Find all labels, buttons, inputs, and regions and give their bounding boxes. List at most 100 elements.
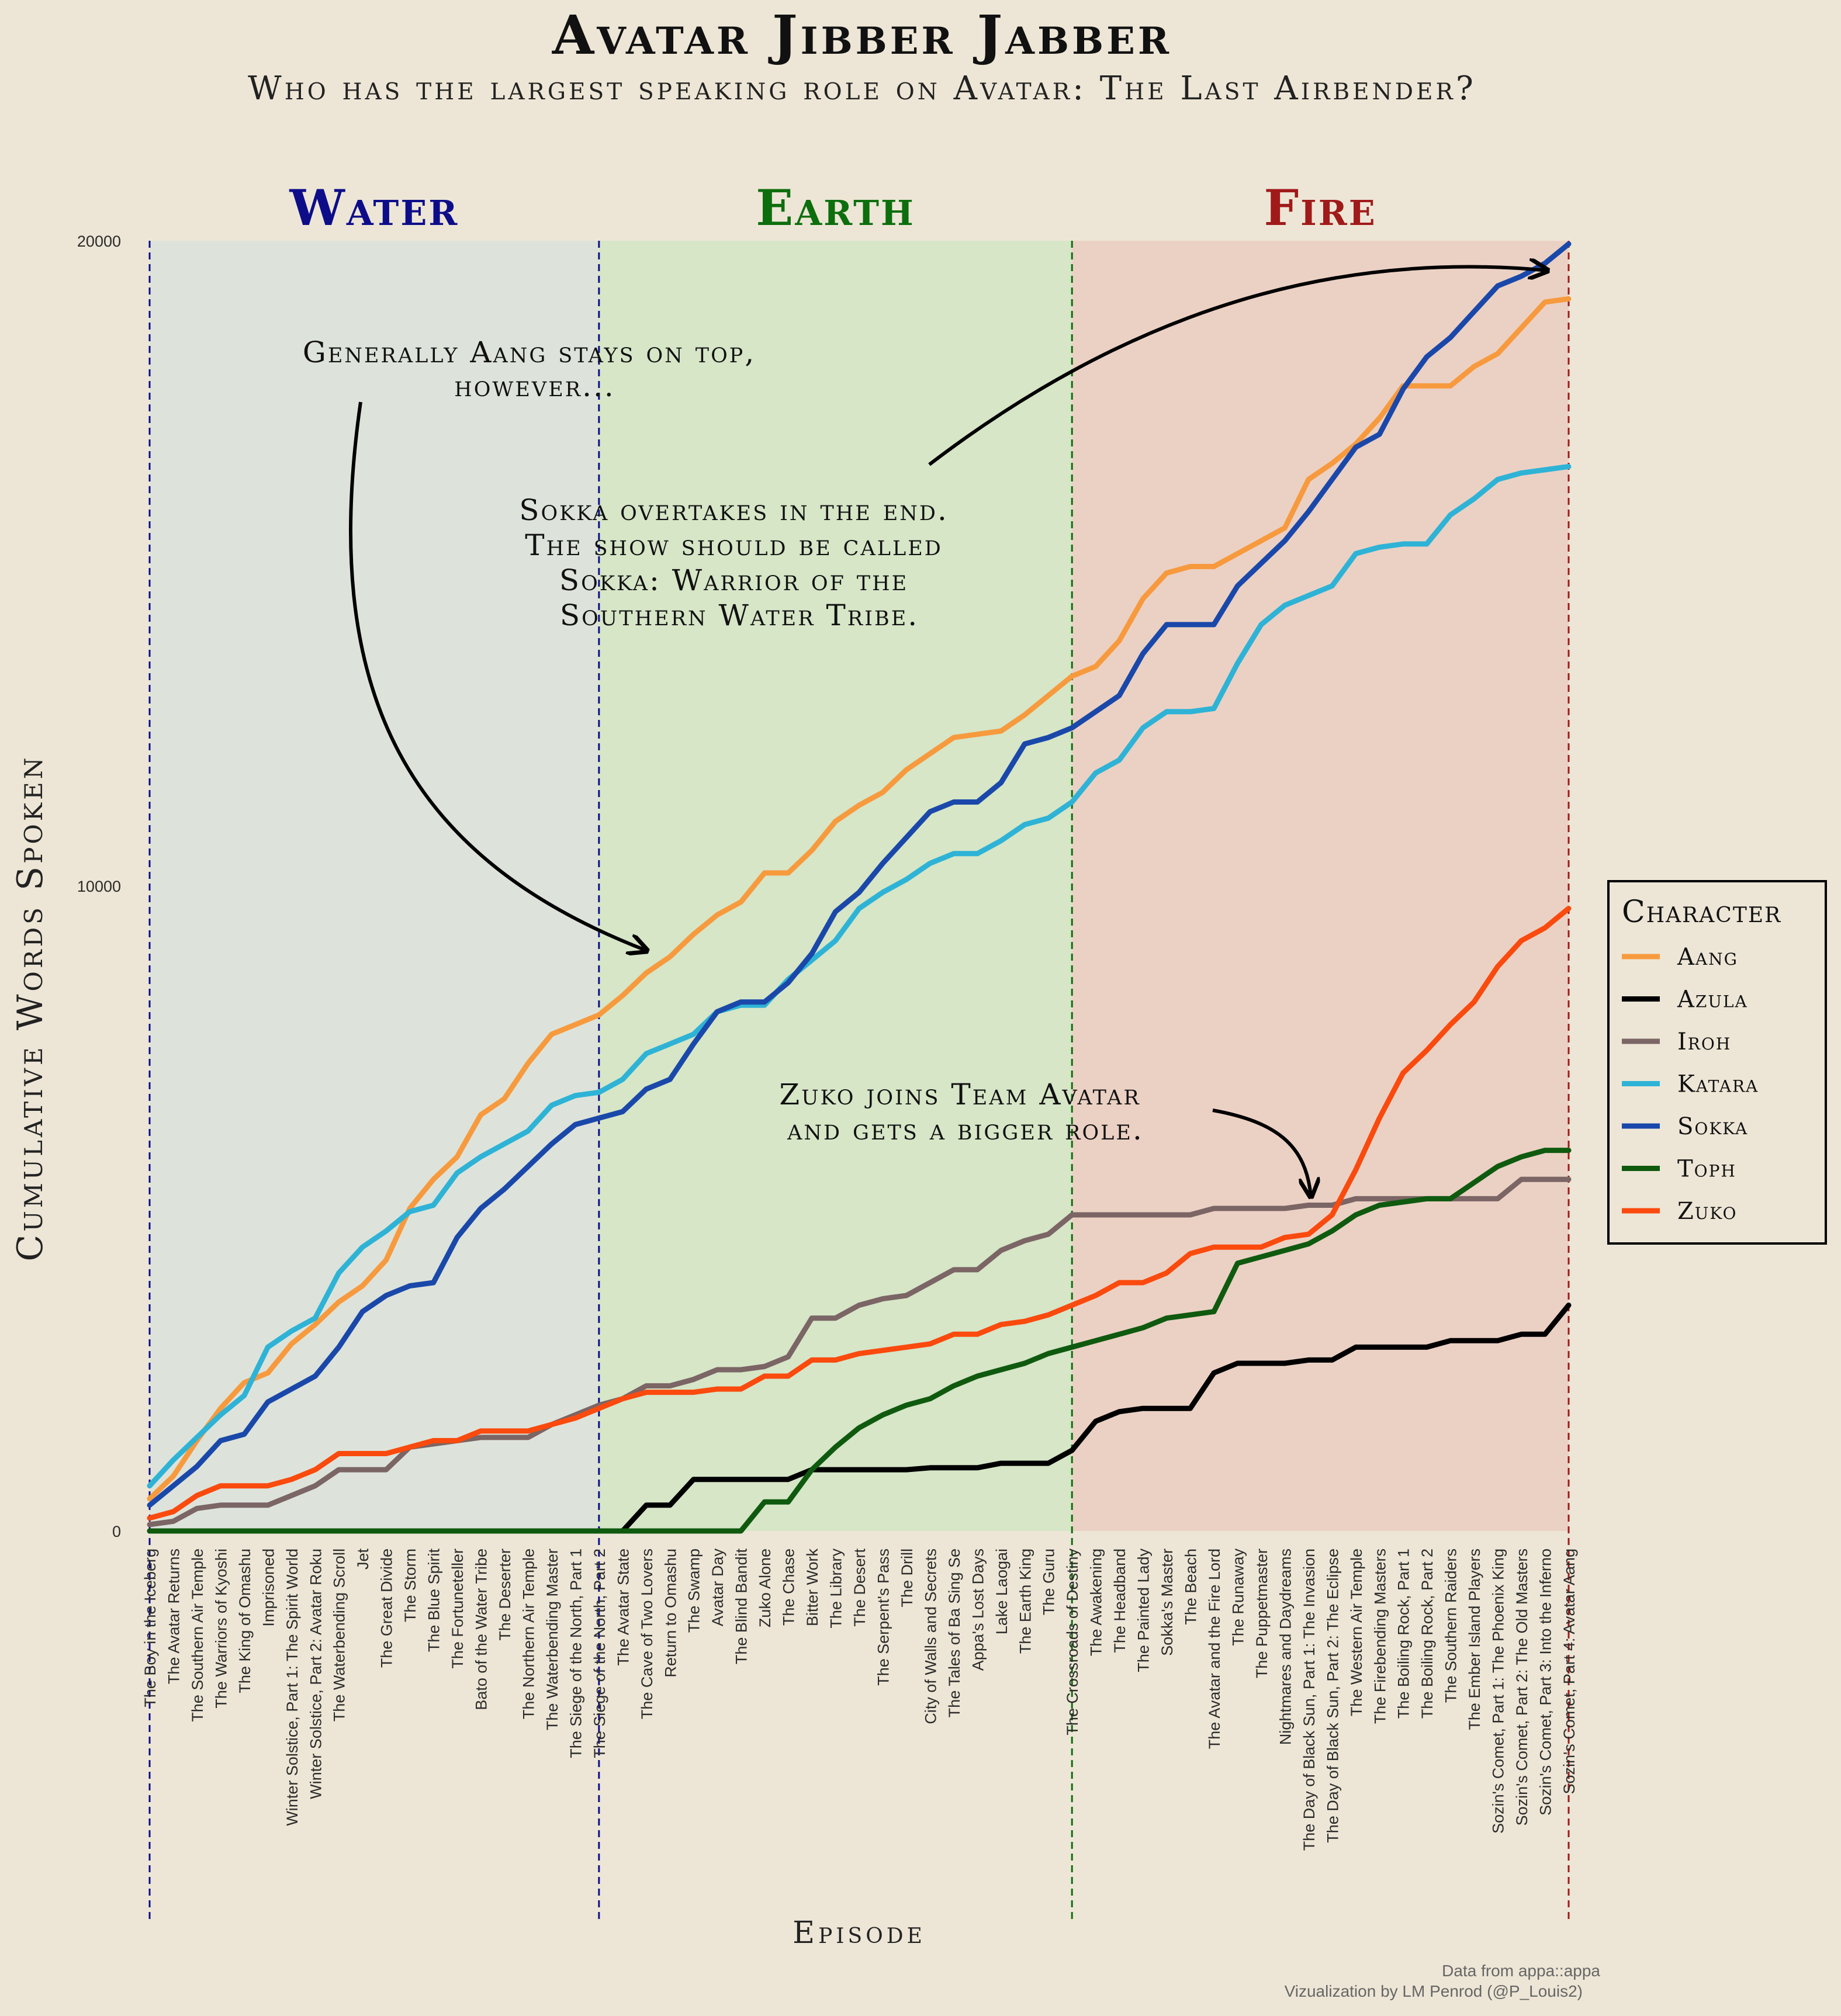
- x-tick-label: The Storm: [402, 1549, 419, 1622]
- y-axis-label: Cumulative Words Spoken: [10, 754, 51, 1261]
- x-tick-label: Sozin's Comet, Part 1: The Phoenix King: [1490, 1549, 1507, 1834]
- legend-label-iroh: Iroh: [1677, 1028, 1731, 1055]
- x-tick-label: The Blind Bandit: [733, 1549, 750, 1665]
- x-tick-label: The Deserter: [496, 1549, 514, 1641]
- legend-box: [1607, 880, 1827, 1245]
- x-tick-label: Sokka's Master: [1158, 1549, 1176, 1656]
- series-line-iroh: [147, 1176, 1572, 1527]
- x-tick-label: The Swamp: [686, 1549, 703, 1633]
- annotation-sokka-line-4: Southern Water Tribe.: [560, 598, 919, 632]
- series-line-katara: [147, 463, 1572, 1489]
- legend-title: Character: [1622, 895, 1781, 930]
- x-tick-label: The Avatar Returns: [165, 1549, 182, 1684]
- x-tick-label: The Chase: [780, 1549, 798, 1626]
- x-tick-label: The Headband: [1111, 1549, 1129, 1653]
- x-tick-label: The Runaway: [1229, 1549, 1247, 1646]
- annotation-zuko-line-1: Zuko joins Team Avatar: [779, 1078, 1140, 1111]
- x-tick-label: The Siege of the North, Part 2: [591, 1549, 608, 1758]
- x-axis: The Boy in the Iceberg The Avatar Returns…: [141, 1549, 1578, 1851]
- x-tick-label: Sozin's Comet, Part 4: Avatar Aang: [1560, 1549, 1578, 1794]
- x-tick-label: The Guru: [1040, 1549, 1058, 1615]
- chart-title: Avatar Jibber Jabber: [552, 4, 1172, 67]
- x-axis-label: Episode: [793, 1915, 926, 1951]
- x-tick-label: The Blue Spirit: [425, 1549, 443, 1653]
- x-tick-label: Nightmares and Daydreams: [1276, 1549, 1294, 1745]
- caption-data-source: Data from appa::appa: [1442, 1962, 1600, 1980]
- season-band-water: [150, 241, 599, 1531]
- x-tick-label: The Warriors of Kyoshi: [212, 1549, 230, 1709]
- x-tick-label: Bitter Work: [804, 1549, 821, 1627]
- series-line-aang: [147, 296, 1572, 1502]
- x-tick-label: The Drill: [898, 1549, 916, 1608]
- legend-label-aang: Aang: [1677, 944, 1738, 971]
- x-tick-label: Winter Solstice, Part 1: The Spirit Worl…: [283, 1549, 301, 1826]
- x-tick-label: The Western Air Temple: [1348, 1549, 1365, 1716]
- legend-label-azula: Azula: [1677, 986, 1748, 1013]
- x-tick-label: Imprisoned: [259, 1549, 277, 1627]
- annotation-aang-line-1: Generally Aang stays on top,: [303, 335, 756, 369]
- annotation-zuko-arrow: [1212, 1109, 1311, 1197]
- x-tick-label: The Painted Lady: [1135, 1549, 1153, 1672]
- x-tick-label: The Library: [828, 1549, 845, 1629]
- annotation-sokka-line-2: The show should be called: [525, 528, 943, 562]
- x-tick-label: The Day of Black Sun, Part 1: The Invasi…: [1300, 1549, 1318, 1851]
- legend-items: Aang Azula Iroh Katara Sokka Toph Zuko: [1622, 944, 1759, 1225]
- annotation-aang-arrow: [349, 401, 647, 951]
- x-tick-label: The Earth King: [1016, 1549, 1034, 1654]
- season-band-fire: [1072, 241, 1569, 1531]
- annotation-sokka-line-3: Sokka: Warrior of the: [559, 563, 908, 597]
- series-line-sokka: [147, 241, 1572, 1508]
- y-tick-label: 0: [112, 1523, 121, 1540]
- legend: Character Aang Azula Iroh Katara Sokka Toph Zu…: [1607, 880, 1827, 1245]
- y-tick-label: 10000: [77, 878, 121, 895]
- annotation-aang: Generally Aang stays on top, however...: [303, 335, 767, 403]
- x-tick-label: The Great Divide: [378, 1549, 396, 1668]
- x-tick-label: The Siege of the North, Part 1: [567, 1549, 584, 1758]
- x-tick-label: The Awakening: [1088, 1549, 1105, 1656]
- x-tick-label: The Cave of Two Lovers: [638, 1549, 656, 1719]
- season-label-earth: Earth: [756, 179, 915, 237]
- season-bands: Water Earth Fire: [148, 179, 1570, 1920]
- chart-subtitle: Who has the largest speaking role on Ava…: [248, 70, 1476, 108]
- x-tick-label: Winter Solstice, Part 2: Avatar Roku: [307, 1549, 324, 1799]
- y-tick-label: 20000: [77, 233, 121, 250]
- legend-label-katara: Katara: [1677, 1071, 1759, 1098]
- x-tick-label: Zuko Alone: [756, 1549, 774, 1627]
- x-tick-label: The Northern Air Temple: [520, 1549, 537, 1719]
- x-tick-label: The Waterbending Master: [544, 1549, 561, 1730]
- annotation-zuko: Zuko joins Team Avatar and gets a bigger…: [779, 1078, 1151, 1146]
- x-tick-label: The Avatar and the Fire Lord: [1206, 1549, 1223, 1749]
- annotation-aang-line-2: however...: [454, 369, 615, 403]
- legend-label-sokka: Sokka: [1677, 1113, 1748, 1140]
- x-tick-label: Jet: [354, 1549, 372, 1570]
- x-tick-label: The Tales of Ba Sing Se: [946, 1549, 963, 1717]
- x-tick-label: The King of Omashu: [236, 1549, 254, 1693]
- x-tick-label: The Southern Air Temple: [189, 1549, 206, 1722]
- legend-label-zuko: Zuko: [1677, 1198, 1738, 1225]
- x-tick-label: The Waterbending Scroll: [331, 1549, 348, 1721]
- season-label-water: Water: [289, 179, 459, 237]
- x-tick-label: The Desert: [851, 1549, 868, 1627]
- annotation-zuko-line-2: and gets a bigger role.: [787, 1113, 1144, 1146]
- x-tick-label: The Boy in the Iceberg: [141, 1549, 159, 1707]
- x-tick-label: The Fortuneteller: [449, 1549, 466, 1669]
- x-tick-label: City of Walls and Secrets: [922, 1549, 939, 1724]
- x-tick-label: The Ember Island Players: [1466, 1549, 1483, 1730]
- x-tick-label: The Southern Raiders: [1442, 1549, 1460, 1703]
- x-tick-label: Avatar Day: [709, 1549, 726, 1627]
- season-label-fire: Fire: [1264, 179, 1376, 237]
- x-tick-label: The Day of Black Sun, Part 2: The Eclips…: [1324, 1549, 1341, 1843]
- x-tick-label: The Firebending Masters: [1371, 1549, 1389, 1724]
- x-tick-label: Sozin's Comet, Part 3: Into the Inferno: [1537, 1549, 1555, 1816]
- annotation-sokka: Sokka overtakes in the end. The show sho…: [519, 493, 960, 632]
- annotation-sokka-arrow: [928, 267, 1548, 466]
- x-tick-label: Appa's Lost Days: [969, 1549, 987, 1671]
- x-tick-label: The Avatar State: [614, 1549, 632, 1666]
- x-tick-label: The Boiling Rock, Part 1: [1395, 1549, 1413, 1719]
- annotation-sokka-line-1: Sokka overtakes in the end.: [519, 493, 949, 527]
- x-tick-label: The Serpent's Pass: [874, 1549, 892, 1686]
- x-tick-label: Return to Omashu: [662, 1549, 679, 1678]
- x-tick-label: The Boiling Rock, Part 2: [1418, 1549, 1436, 1719]
- x-tick-label: Sozin's Comet, Part 2: The Old Masters: [1513, 1549, 1531, 1826]
